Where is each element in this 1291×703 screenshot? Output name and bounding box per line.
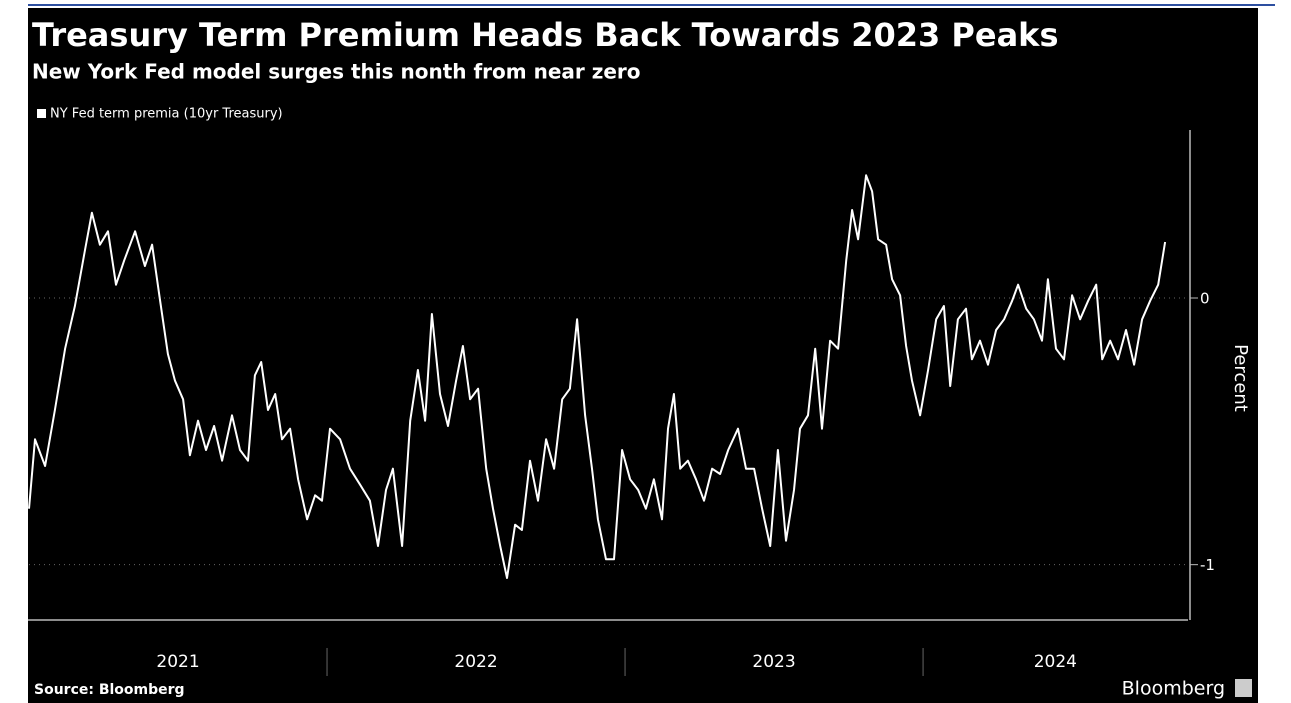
- legend-label: NY Fed term premia (10yr Treasury): [50, 107, 283, 122]
- legend-swatch: [37, 109, 46, 118]
- y-tick-label: 0: [1200, 290, 1210, 308]
- series-line: [28, 174, 1167, 579]
- chart-title: Treasury Term Premium Heads Back Towards…: [32, 16, 1058, 54]
- source: Source: Bloomberg: [34, 682, 185, 698]
- x-tick-label: 2021: [156, 652, 199, 672]
- chart-subtitle: New York Fed model surges this nonth fro…: [32, 60, 641, 84]
- panel: [28, 8, 1258, 703]
- x-tick-label: 2022: [454, 652, 497, 672]
- x-tick-label: 2023: [752, 652, 795, 672]
- y-tick-label: -1: [1200, 556, 1215, 574]
- brand: Bloomberg: [1122, 678, 1225, 700]
- x-tick-label: 2024: [1034, 652, 1077, 672]
- brand-logo: [1235, 679, 1252, 697]
- y-axis-label: Percent: [1230, 344, 1251, 412]
